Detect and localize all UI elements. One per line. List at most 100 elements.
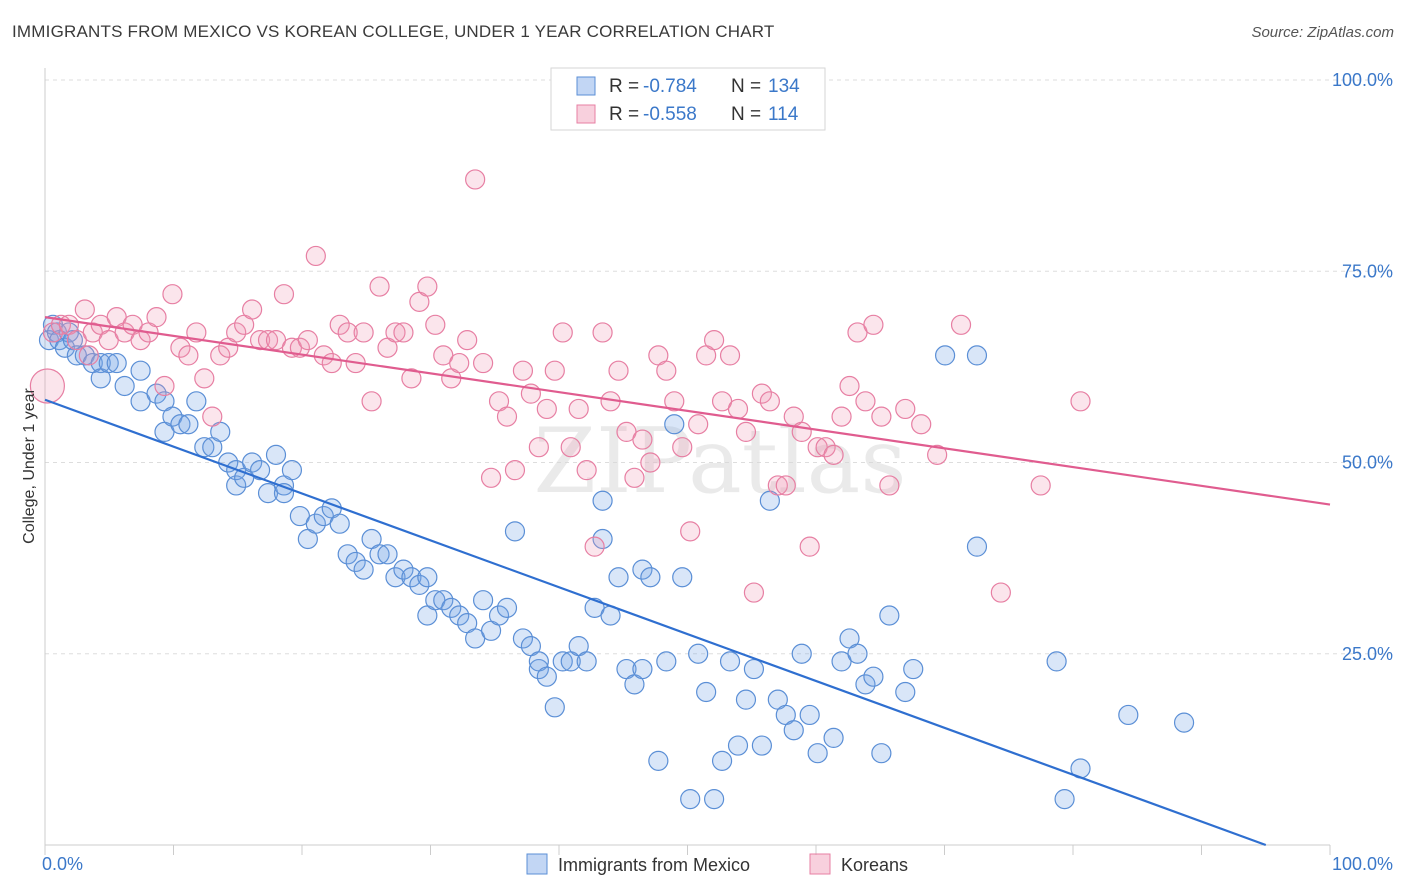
data-point [249,460,271,481]
data-point [751,735,772,756]
data-point [496,406,518,427]
data-point [90,352,111,374]
data-point [640,567,661,588]
trend-line-mexico [44,398,1267,847]
data-point [680,788,701,810]
data-point [863,314,884,335]
data-point [297,330,318,351]
data-point [552,651,573,672]
data-point [178,345,199,366]
data-point [735,689,757,710]
data-point [417,567,438,588]
data-point [154,375,175,397]
data-point [265,444,287,465]
data-point [401,368,422,389]
data-point [186,322,207,343]
data-point [544,697,565,718]
data-point [648,750,669,771]
data-point [656,651,677,672]
data-point [680,521,701,542]
data-point [576,651,597,672]
data-point [552,322,573,343]
data-point [512,360,534,381]
data-point [377,544,398,565]
data-point [791,421,812,442]
data-point [170,337,191,358]
trend-lines [44,316,1331,847]
grid-lines [45,79,1392,655]
data-point [345,551,366,573]
data-point [242,452,263,473]
series-legend-swatch [526,853,548,875]
legend-n-value: 134 [768,76,800,97]
chart-source: Source: ZipAtlas.com [1251,24,1394,41]
data-point [879,605,900,626]
data-point [305,513,326,534]
data-point [592,322,613,343]
data-point [568,398,589,420]
data-point [743,658,765,680]
data-point [329,314,350,335]
data-point [449,605,470,626]
data-point [688,414,709,435]
data-point [194,368,215,389]
data-point [839,375,860,397]
data-point [496,597,518,618]
data-point [210,345,231,366]
stats-legend: R = -0.784 N = 134 R = -0.558 N = 114 [550,67,826,131]
data-point [353,322,374,343]
data-point [162,284,183,305]
data-point [966,345,988,366]
legend-r-value: -0.558 [643,104,697,125]
data-point [465,169,486,190]
series-legend-label: Immigrants from Mexico [558,855,750,875]
data-point [441,597,462,618]
axes [44,68,1331,855]
data-point [369,276,390,297]
data-point [1030,475,1051,496]
series-legend: Immigrants from Mexico Koreans [526,853,908,875]
data-point [242,299,263,320]
data-point [592,528,613,550]
y-axis-label: College, Under 1 year [21,388,38,544]
legend-n-label: N = [731,76,761,97]
data-point [719,651,741,672]
tick-labels: 25.0% 50.0% 75.0% 100.0% 0.0% 100.0% [42,70,1393,874]
data-point [592,490,613,511]
data-point [823,727,844,749]
series-koreans-points [29,169,1091,603]
data-point [711,750,733,771]
data-point [863,666,884,687]
data-point [305,245,326,267]
data-point [528,437,549,458]
data-point [855,391,876,412]
data-point [1118,704,1139,726]
data-point [146,307,167,328]
data-point [672,437,693,458]
x-tick-label: 100.0% [1332,854,1393,874]
y-tick-label: 75.0% [1342,261,1393,281]
data-point [990,582,1011,603]
data-point [632,658,653,680]
data-point [329,513,350,534]
series-mexico-points [38,314,1195,810]
data-point [170,414,191,435]
data-point [807,743,828,764]
data-point [433,590,454,611]
data-point [895,398,916,420]
data-point [504,460,526,481]
data-point [767,475,788,496]
data-point [361,391,382,412]
data-point [54,337,76,358]
data-point [473,352,494,374]
data-point [528,658,549,680]
data-point [337,322,358,343]
legend-swatch [576,76,596,96]
data-point [664,391,685,412]
data-point [903,658,924,680]
chart-title: IMMIGRANTS FROM MEXICO VS KOREAN COLLEGE… [12,22,775,41]
legend-r-value: -0.784 [643,76,697,97]
data-point [74,299,95,320]
series-legend-swatch [809,853,831,875]
legend-r-label: R = [609,104,639,125]
